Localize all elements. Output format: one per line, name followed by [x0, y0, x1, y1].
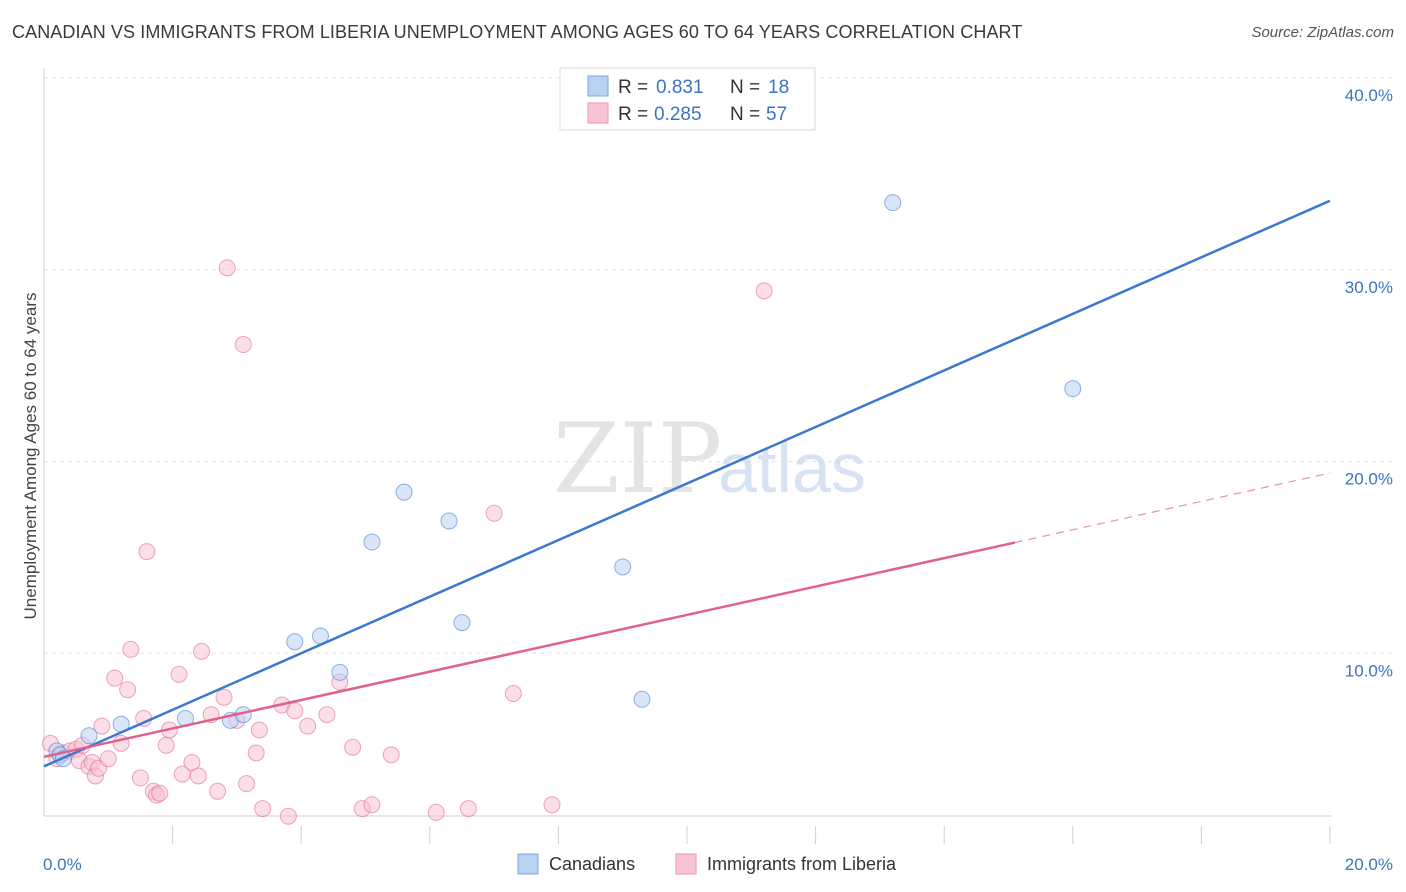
legend-r-label-canadians: R = — [618, 77, 648, 98]
point-liberia-32 — [215, 688, 233, 706]
series-legend-label-liberia: Immigrants from Liberia — [707, 854, 897, 874]
y-tick-label-2: 30.0% — [1345, 278, 1393, 297]
trend-line-liberia — [43, 541, 1016, 759]
y-axis-label: Unemployment Among Ages 60 to 64 years — [21, 293, 40, 620]
legend-swatch-canadians — [587, 75, 609, 97]
x-tick-label-1: 20.0% — [1345, 855, 1393, 874]
legend-n-label-liberia: N = — [730, 104, 760, 125]
point-liberia-15 — [119, 681, 137, 699]
point-canadians-17 — [884, 194, 902, 212]
legend-swatch-liberia — [587, 102, 609, 124]
chart-title: CANADIAN VS IMMIGRANTS FROM LIBERIA UNEM… — [12, 22, 1023, 42]
point-liberia-13 — [106, 669, 124, 687]
trend-line-canadians — [43, 199, 1331, 768]
legend-n-label-canadians: N = — [730, 77, 760, 98]
point-liberia-38 — [250, 721, 268, 739]
correlation-legend: R = 0.831 N = 18 R = 0.285 N = 57 — [559, 67, 816, 131]
point-liberia-43 — [299, 717, 317, 735]
point-canadians-13 — [440, 512, 458, 530]
point-liberia-16 — [122, 640, 140, 658]
point-canadians-14 — [453, 614, 471, 632]
legend-r-value-canadians: 0.831 — [656, 77, 704, 98]
point-liberia-25 — [170, 665, 188, 683]
point-canadians-16 — [633, 690, 651, 708]
legend-r-label-liberia: R = — [618, 104, 648, 125]
point-liberia-51 — [459, 800, 477, 818]
point-liberia-54 — [543, 796, 561, 814]
legend-r-value-liberia: 0.285 — [654, 104, 702, 125]
legend-n-value-liberia: 57 — [766, 104, 787, 125]
point-canadians-11 — [363, 533, 381, 551]
x-tick-label-0: 0.0% — [43, 855, 82, 874]
point-liberia-33 — [218, 259, 236, 277]
point-liberia-19 — [138, 543, 156, 561]
y-tick-label-1: 20.0% — [1345, 470, 1393, 489]
legend-n-value-canadians: 18 — [768, 77, 789, 98]
point-liberia-41 — [279, 807, 297, 825]
watermark-atlas: atlas — [718, 429, 866, 507]
x-axis-ticks — [172, 826, 1331, 844]
point-liberia-17 — [131, 769, 149, 787]
point-liberia-42 — [286, 702, 304, 720]
point-liberia-31 — [209, 782, 227, 800]
x-axis-tick-labels: 0.0% 20.0% — [43, 855, 1393, 874]
point-liberia-22 — [151, 784, 169, 802]
y-tick-label-3: 40.0% — [1345, 86, 1393, 105]
trend-lines — [43, 199, 1331, 768]
data-points — [41, 194, 1082, 825]
y-tick-label-0: 10.0% — [1345, 661, 1393, 680]
point-liberia-37 — [247, 744, 265, 762]
watermark-zip: ZIP — [553, 403, 722, 515]
point-canadians-18 — [1064, 380, 1082, 398]
point-liberia-36 — [238, 775, 256, 793]
point-canadians-15 — [614, 558, 632, 576]
point-canadians-8 — [286, 633, 304, 651]
series-legend: Canadians Immigrants from Liberia — [517, 853, 897, 875]
point-liberia-52 — [485, 504, 503, 522]
point-canadians-12 — [395, 483, 413, 501]
point-liberia-23 — [157, 736, 175, 754]
point-liberia-48 — [363, 796, 381, 814]
point-liberia-35 — [234, 336, 252, 354]
point-canadians-10 — [331, 663, 349, 681]
watermark: ZIP atlas — [553, 403, 866, 515]
point-liberia-28 — [189, 767, 207, 785]
point-liberia-49 — [382, 746, 400, 764]
series-legend-label-canadians: Canadians — [549, 854, 635, 874]
point-canadians-3 — [80, 727, 98, 745]
point-liberia-50 — [427, 803, 445, 821]
point-liberia-11 — [93, 717, 111, 735]
trend-line-extension-liberia — [1014, 472, 1331, 544]
gridlines — [44, 77, 1394, 654]
point-liberia-46 — [344, 738, 362, 756]
point-liberia-29 — [193, 642, 211, 660]
point-liberia-55 — [755, 282, 773, 300]
point-liberia-53 — [504, 685, 522, 703]
point-liberia-12 — [99, 750, 117, 768]
chart-source: Source: ZipAtlas.com — [1251, 24, 1394, 41]
point-liberia-39 — [254, 800, 272, 818]
y-axis-tick-labels: 10.0% 20.0% 30.0% 40.0% — [1345, 86, 1393, 680]
series-legend-swatch-liberia — [675, 853, 697, 875]
series-legend-swatch-canadians — [517, 853, 539, 875]
point-liberia-44 — [318, 706, 336, 724]
